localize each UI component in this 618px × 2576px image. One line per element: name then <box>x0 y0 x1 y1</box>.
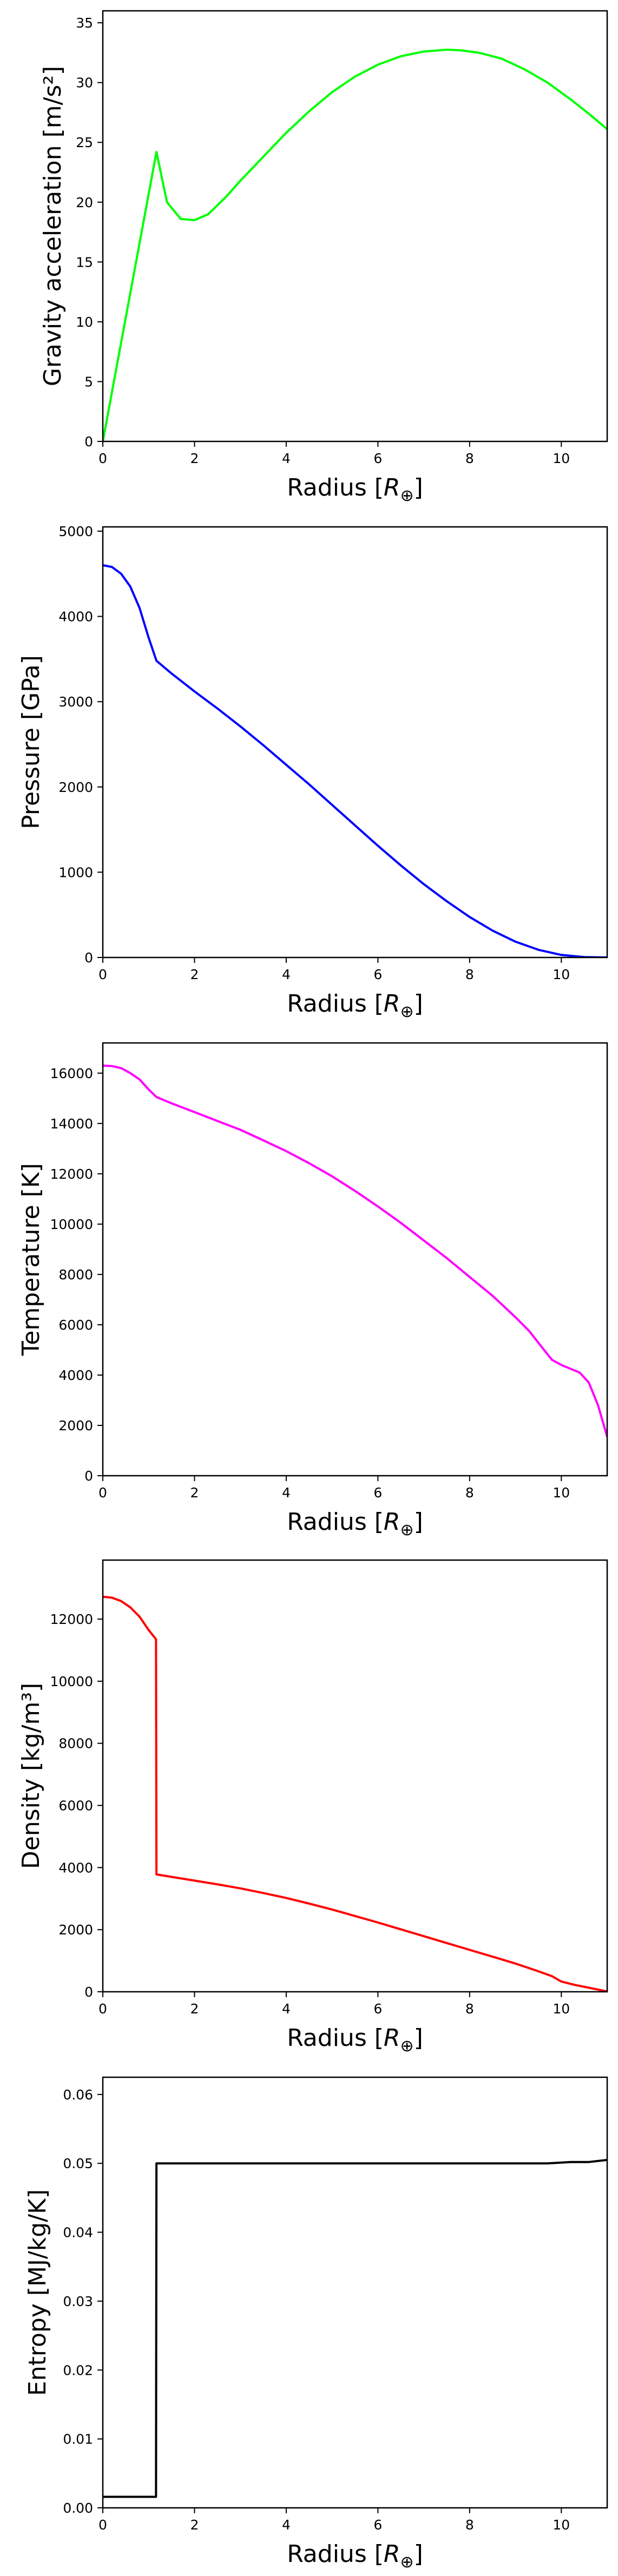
y-tick-label: 6000 <box>58 1798 93 1814</box>
x-tick-label: 8 <box>465 2517 474 2533</box>
x-tick-label: 2 <box>190 2517 199 2533</box>
x-tick-label: 2 <box>190 967 199 982</box>
y-tick-label: 12000 <box>50 1166 93 1182</box>
pressure-x-axis-label: Radius [R⊕] <box>287 990 423 1021</box>
y-tick-label: 0.02 <box>63 2362 93 2378</box>
y-tick-label: 0 <box>84 950 93 966</box>
y-tick-label: 10000 <box>50 1674 93 1689</box>
x-tick-label: 10 <box>553 451 570 466</box>
x-tick-label: 0 <box>98 2001 107 2017</box>
x-tick-label: 0 <box>98 451 107 466</box>
temperature-y-axis-label: Temperature [K] <box>17 1163 45 1356</box>
x-tick-label: 2 <box>190 2001 199 2017</box>
y-tick-label: 8000 <box>58 1267 93 1283</box>
y-tick-label: 35 <box>76 15 93 31</box>
density-series-line <box>103 1595 607 1992</box>
y-tick-label: 2000 <box>58 780 93 795</box>
y-tick-label: 30 <box>76 75 93 91</box>
pressure-series-line <box>103 564 607 957</box>
density-y-axis-label: Density [kg/m³] <box>17 1683 45 1869</box>
y-tick-label: 0 <box>84 434 93 450</box>
y-tick-label: 5 <box>84 374 93 389</box>
y-tick-label: 0 <box>84 1468 93 1484</box>
x-tick-label: 6 <box>373 1485 382 1501</box>
gravity-y-axis-label: Gravity acceleration [m/s²] <box>39 66 67 386</box>
x-tick-label: 4 <box>282 2517 291 2533</box>
x-tick-label: 10 <box>553 1485 570 1501</box>
density-x-axis-label: Radius [R⊕] <box>287 2024 423 2056</box>
y-tick-label: 15 <box>76 254 93 270</box>
x-tick-label: 2 <box>190 451 199 466</box>
y-tick-label: 3000 <box>58 694 93 710</box>
x-tick-label: 6 <box>373 967 382 982</box>
x-tick-label: 10 <box>553 2517 570 2533</box>
gravity-axes-frame <box>102 10 608 442</box>
x-tick-label: 8 <box>465 2001 474 2017</box>
y-tick-label: 5000 <box>58 524 93 539</box>
y-tick-label: 0 <box>84 1984 93 2000</box>
entropy-series-line <box>103 2158 607 2498</box>
y-tick-label: 20 <box>76 195 93 210</box>
x-tick-label: 4 <box>282 1485 291 1501</box>
y-tick-label: 2000 <box>58 1922 93 1938</box>
x-tick-label: 6 <box>373 2517 382 2533</box>
y-tick-label: 1000 <box>58 864 93 880</box>
x-tick-label: 8 <box>465 451 474 466</box>
gravity-chart: 0 2 4 6 8 10 0 5 10 15 20 25 30 35 Radius [R⊕] Gravity … <box>39 10 608 505</box>
temperature-series-line <box>103 1064 607 1437</box>
y-tick-label: 8000 <box>58 1736 93 1752</box>
x-tick-label: 2 <box>190 1485 199 1501</box>
y-tick-label: 25 <box>76 135 93 150</box>
x-tick-label: 6 <box>373 2001 382 2017</box>
gravity-x-axis-label: Radius [R⊕] <box>287 474 423 505</box>
entropy-axes-frame <box>102 2076 608 2509</box>
y-tick-label: 14000 <box>50 1116 93 1132</box>
x-tick-label: 4 <box>282 967 291 982</box>
x-tick-label: 6 <box>373 451 382 466</box>
x-tick-label: 4 <box>282 451 291 466</box>
temperature-x-axis-label: Radius [R⊕] <box>287 1508 423 1540</box>
y-tick-label: 12000 <box>50 1611 93 1627</box>
y-tick-label: 0.00 <box>63 2500 93 2516</box>
y-tick-label: 10 <box>76 314 93 330</box>
entropy-x-axis-label: Radius [R⊕] <box>287 2540 423 2572</box>
pressure-chart: 0 2 4 6 8 10 0 1000 2000 3000 4000 5000 Radius [R⊕] P… <box>17 524 608 1021</box>
y-tick-label: 6000 <box>58 1317 93 1333</box>
temperature-chart: 0 2 4 6 8 10 0 2000 4000 6000 8000 10000 12000 14000 1… <box>17 1042 608 1540</box>
x-tick-label: 4 <box>282 2001 291 2017</box>
x-tick-label: 8 <box>465 1485 474 1501</box>
y-tick-label: 10000 <box>50 1217 93 1232</box>
x-tick-label: 0 <box>98 967 107 982</box>
y-tick-label: 2000 <box>58 1418 93 1434</box>
density-axes-frame <box>102 1559 608 1993</box>
pressure-y-axis-label: Pressure [GPa] <box>17 655 45 829</box>
x-tick-label: 0 <box>98 1485 107 1501</box>
x-tick-label: 8 <box>465 967 474 982</box>
y-tick-label: 0.01 <box>63 2432 93 2447</box>
entropy-y-axis-label: Entropy [MJ/kg/K] <box>24 2189 51 2396</box>
entropy-chart: 0 2 4 6 8 10 0.00 0.01 0.02 0.03 0.04 0.05 0.06 Radiu… <box>24 2076 608 2572</box>
y-tick-label: 0.03 <box>63 2294 93 2309</box>
y-tick-label: 0.05 <box>63 2156 93 2171</box>
y-tick-label: 0.04 <box>63 2225 93 2241</box>
x-tick-label: 10 <box>553 967 570 982</box>
temperature-axes-frame <box>102 1042 608 1477</box>
gravity-series-line <box>103 48 607 441</box>
y-tick-label: 0.06 <box>63 2087 93 2103</box>
y-tick-label: 4000 <box>58 1368 93 1383</box>
y-tick-label: 4000 <box>58 609 93 625</box>
x-tick-label: 0 <box>98 2517 107 2533</box>
y-tick-label: 4000 <box>58 1860 93 1875</box>
y-tick-label: 16000 <box>50 1066 93 1081</box>
pressure-axes-frame <box>102 526 608 959</box>
x-tick-label: 10 <box>553 2001 570 2017</box>
density-chart: 0 2 4 6 8 10 0 2000 4000 6000 8000 10000 12000 Radius… <box>17 1559 608 2056</box>
